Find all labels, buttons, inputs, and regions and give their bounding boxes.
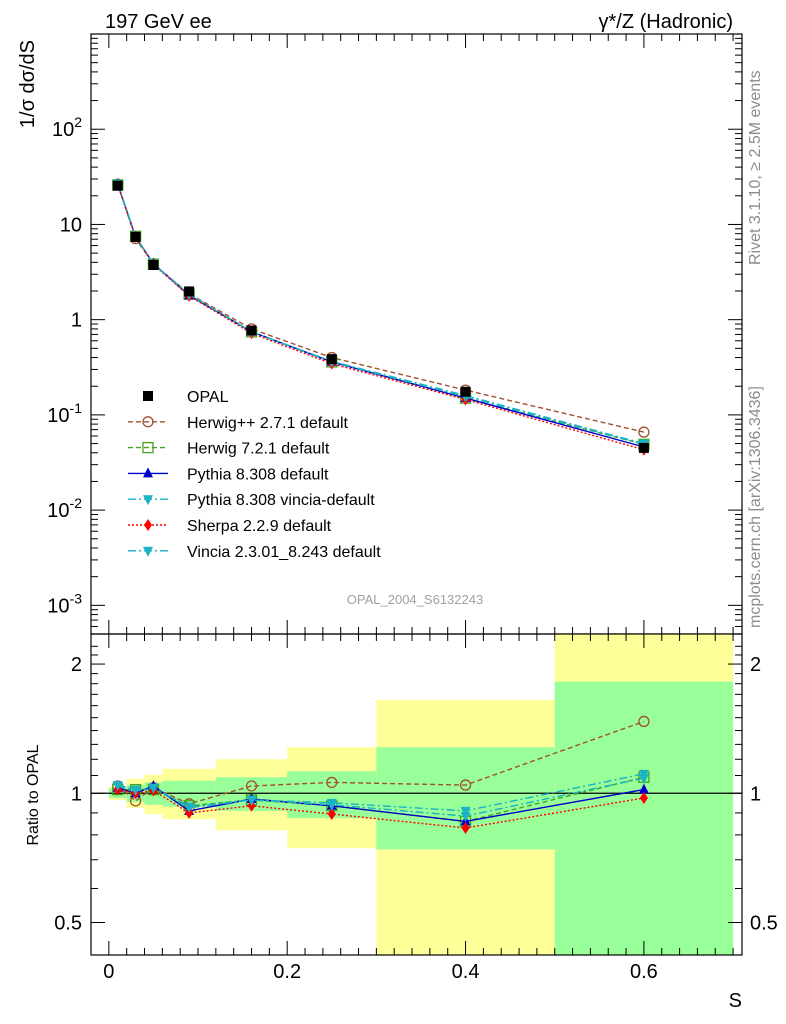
legend-label: Pythia 8.308 vincia-default: [187, 492, 375, 509]
legend-label: Vincia 2.3.01_8.243 default: [187, 544, 381, 561]
y-tick-label: 1: [71, 310, 82, 332]
series-line: [117, 720, 645, 805]
y-tick-label: 10-1: [47, 400, 82, 427]
legend-item: Pythia 8.308 vincia-default: [128, 492, 375, 509]
ratio-panel: 0.5 0.5 1 1 2 2 0 0.2 0.4 0.6: [54, 633, 778, 983]
legend-item: Herwig 7.2.1 default: [128, 441, 330, 458]
data-point: [460, 812, 471, 823]
ratio-frame: [90, 633, 743, 956]
legend-label: OPAL: [187, 389, 229, 406]
data-point: [130, 231, 141, 242]
series-opal: [112, 180, 649, 453]
legend-item: Herwig++ 2.7.1 default: [128, 415, 349, 432]
data-point: [326, 776, 338, 789]
data-point: [460, 386, 471, 397]
y-tick-label: 10-3: [47, 590, 82, 617]
data-point: [459, 779, 472, 791]
legend-marker: [143, 546, 153, 557]
data-point: [460, 806, 471, 817]
series-line: [117, 183, 645, 446]
legend-label: Herwig++ 2.7.1 default: [187, 415, 349, 432]
data-point: [326, 800, 337, 811]
main-panel: 10-3 10-2 10-1 1 10 102: [47, 33, 743, 635]
main-ticks: [91, 33, 742, 635]
legend-marker: [142, 441, 154, 454]
series-pythia-8-308-vincia-default: [112, 180, 649, 450]
legend-label: Herwig 7.2.1 default: [187, 441, 330, 458]
y-tick-label: 10: [60, 214, 82, 236]
y-tick-label-right: 0.5: [750, 912, 778, 934]
data-point: [184, 286, 195, 297]
legend-label: Sherpa 2.2.9 default: [187, 518, 332, 535]
data-point: [326, 354, 337, 365]
x-tick-label: 0.4: [452, 961, 480, 983]
rivet-label: Rivet 3.1.10, ≥ 2.5M events: [747, 70, 764, 265]
legend-marker: [142, 416, 154, 428]
data-point: [184, 802, 195, 813]
y-tick-label-left: 0.5: [54, 912, 82, 934]
y-tick-label: 102: [52, 114, 82, 141]
data-point: [112, 180, 123, 191]
x-tick-label: 0: [103, 961, 114, 983]
data-point: [638, 426, 650, 438]
legend: OPAL Herwig++ 2.7.1 default Herwig 7.2.1 d…: [128, 389, 381, 561]
data-point: [638, 783, 649, 794]
header-right: γ*/Z (Hadronic): [599, 11, 733, 33]
series-pythia-8-308-default: [112, 178, 649, 452]
legend-item: Vincia 2.3.01_8.243 default: [128, 544, 381, 561]
legend-item: OPAL: [143, 389, 229, 406]
data-point: [112, 781, 123, 792]
legend-item: Sherpa 2.2.9 default: [128, 518, 332, 535]
ratio-series-vincia-2-3-01-8-243-default: [112, 774, 649, 823]
y-tick-label-left: 2: [71, 654, 82, 676]
data-point: [638, 442, 649, 453]
data-point: [245, 780, 258, 792]
band-green: [554, 681, 734, 955]
data-point: [185, 806, 194, 819]
data-point: [638, 715, 650, 728]
y-tick-label-left: 1: [71, 783, 82, 805]
data-point: [246, 325, 257, 336]
data-point: [461, 822, 470, 835]
x-tick-label: 0.2: [273, 961, 301, 983]
data-point: [148, 783, 159, 794]
legend-label: Pythia 8.308 default: [187, 466, 329, 483]
series-herwig-7-2-1-default: [112, 179, 650, 451]
data-point: [327, 807, 336, 820]
y-tick-label-right: 1: [750, 783, 761, 805]
x-axis-label: S: [729, 990, 742, 1012]
mcplots-label: mcplots.cern.ch [arXiv:1306.3436]: [747, 386, 764, 628]
legend-marker: [143, 391, 153, 401]
legend-marker: [143, 467, 153, 478]
legend-item: Pythia 8.308 default: [128, 466, 329, 483]
data-point: [130, 785, 141, 796]
x-tick-label: 0.6: [630, 961, 658, 983]
y-tick-label: 10-2: [47, 495, 82, 522]
y-tick-label-right: 2: [750, 654, 761, 676]
main-ylabel: 1/σ dσ/dS: [17, 40, 39, 128]
data-point: [246, 795, 257, 806]
series-vincia-2-3-01-8-243-default: [112, 179, 649, 451]
legend-marker: [143, 495, 153, 506]
ratio-ylabel: Ratio to OPAL: [25, 744, 42, 845]
data-point: [148, 260, 159, 271]
legend-marker: [144, 519, 152, 531]
data-point: [639, 792, 648, 805]
series-line: [117, 184, 645, 448]
uncertainty-bands: [108, 634, 734, 955]
series-line: [117, 184, 645, 451]
data-point: [638, 774, 649, 785]
header-left: 197 GeV ee: [105, 11, 212, 33]
series-line: [117, 183, 645, 433]
analysis-watermark: OPAL_2004_S6132243: [347, 592, 483, 607]
ratio-ticks: 0.5 0.5 1 1 2 2 0 0.2 0.4 0.6: [54, 634, 778, 983]
